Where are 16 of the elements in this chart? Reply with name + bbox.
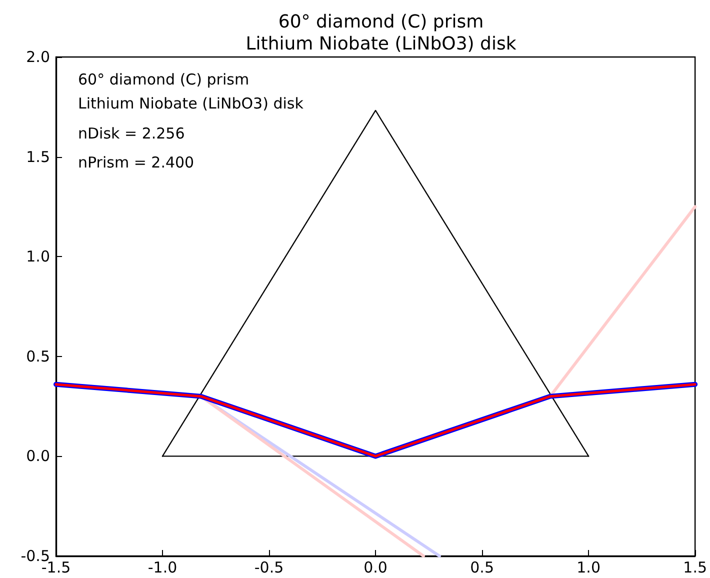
annotation: nPrism = 2.400 <box>78 154 194 172</box>
y-tick-label: 0.5 <box>26 347 50 366</box>
y-tick-label: 2.0 <box>26 48 50 66</box>
y-tick-label: 1.5 <box>26 148 50 166</box>
y-tick-label: 1.0 <box>26 248 50 266</box>
y-tick-label: 0.0 <box>26 447 50 466</box>
x-tick-label: -1.0 <box>148 558 178 576</box>
chart-title: 60° diamond (C) prism Lithium Niobate (LiNbO3) disk <box>246 12 517 54</box>
x-tick-label: 0.0 <box>364 558 388 576</box>
x-tick-label: 0.5 <box>470 558 494 576</box>
annotation: Lithium Niobate (LiNbO3) disk <box>78 94 304 112</box>
annotation: 60° diamond (C) prism <box>78 70 250 88</box>
x-tick-label: 1.5 <box>683 558 707 576</box>
x-tick-label: -0.5 <box>254 558 284 576</box>
annotation: nDisk = 2.256 <box>78 124 185 142</box>
x-tick-label: 1.0 <box>576 558 600 576</box>
